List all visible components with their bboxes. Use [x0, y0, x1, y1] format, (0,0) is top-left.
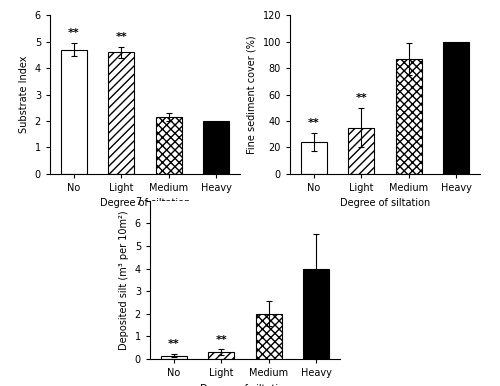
Y-axis label: Fine sediment cover (%): Fine sediment cover (%) [247, 35, 257, 154]
X-axis label: Degree of siltation: Degree of siltation [200, 384, 290, 386]
X-axis label: Degree of siltation: Degree of siltation [340, 198, 430, 208]
Text: **: ** [216, 335, 227, 345]
Bar [208, 352, 234, 359]
Bar [108, 52, 134, 174]
Bar [300, 142, 327, 174]
Bar [396, 59, 422, 174]
Text: **: ** [168, 339, 179, 349]
Bar [348, 127, 374, 174]
Bar [256, 314, 282, 359]
Text: **: ** [116, 32, 127, 42]
Y-axis label: Substrate Index: Substrate Index [19, 56, 29, 133]
Bar [303, 269, 330, 359]
Bar [443, 42, 469, 174]
Text: **: ** [308, 118, 320, 128]
Text: **: ** [356, 93, 367, 103]
Bar [60, 50, 87, 174]
Text: **: ** [68, 29, 80, 38]
Bar [203, 121, 230, 174]
X-axis label: Degree of siltation: Degree of siltation [100, 198, 190, 208]
Y-axis label: Deposited silt (m³ per 10m²): Deposited silt (m³ per 10m²) [119, 210, 129, 350]
Bar [160, 356, 187, 359]
Bar [156, 117, 182, 174]
